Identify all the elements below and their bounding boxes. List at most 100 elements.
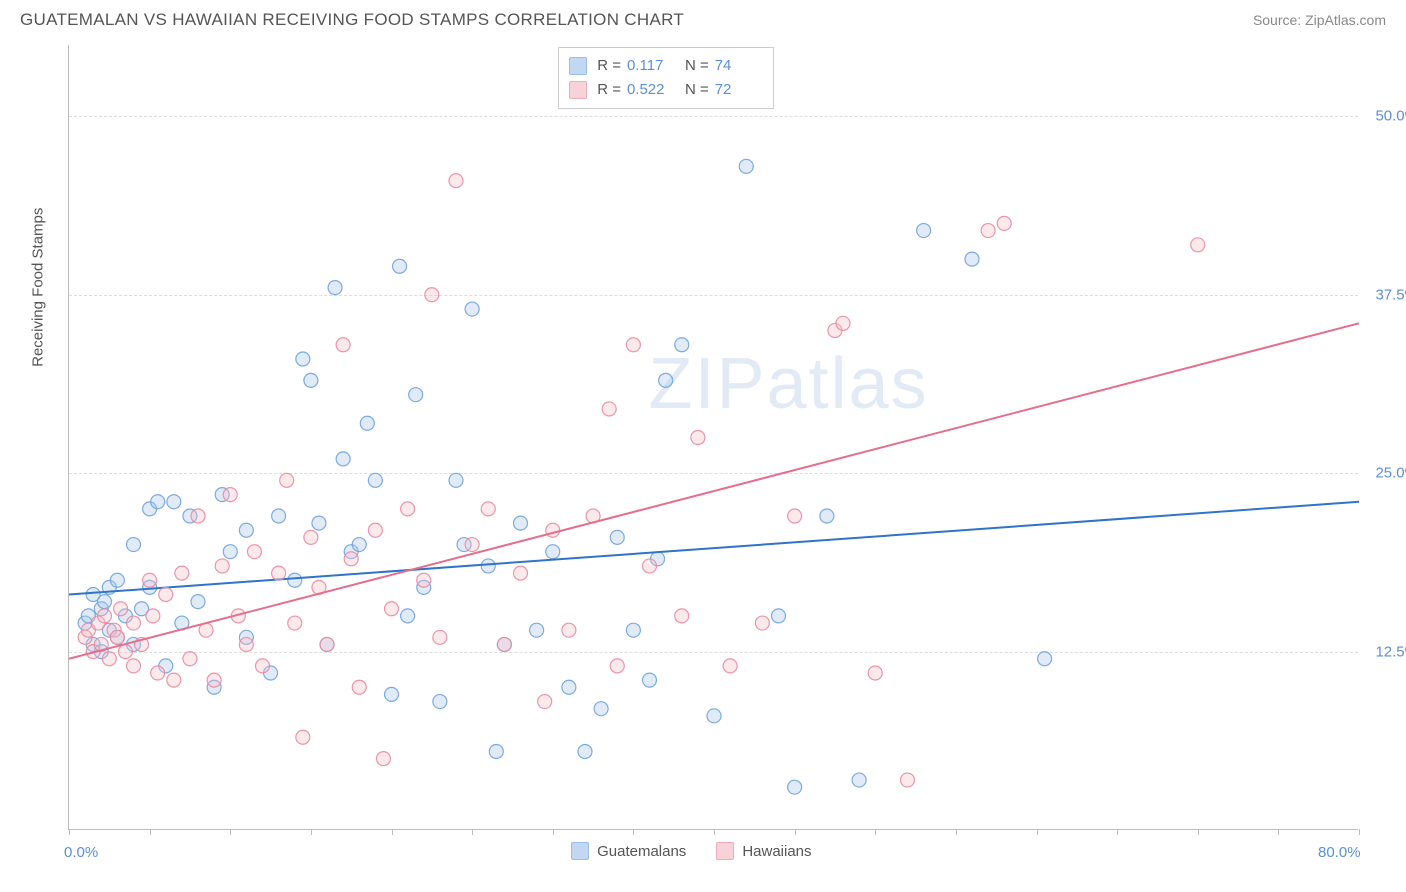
data-point-hawaiians — [691, 431, 705, 445]
data-point-guatemalans — [481, 559, 495, 573]
data-point-hawaiians — [675, 609, 689, 623]
x-tick — [1359, 829, 1360, 835]
data-point-guatemalans — [546, 545, 560, 559]
data-point-guatemalans — [489, 745, 503, 759]
data-point-guatemalans — [312, 516, 326, 530]
data-point-guatemalans — [433, 695, 447, 709]
data-point-hawaiians — [376, 752, 390, 766]
y-tick-label: 25.0% — [1363, 465, 1406, 482]
x-max-label: 80.0% — [1318, 844, 1361, 861]
data-point-guatemalans — [151, 495, 165, 509]
data-point-hawaiians — [401, 502, 415, 516]
data-point-hawaiians — [320, 637, 334, 651]
r-value: 0.117 — [627, 54, 675, 78]
data-point-hawaiians — [449, 174, 463, 188]
r-label: R = — [597, 54, 621, 78]
data-point-hawaiians — [191, 509, 205, 523]
data-point-guatemalans — [449, 473, 463, 487]
data-point-hawaiians — [417, 573, 431, 587]
n-value: 72 — [715, 78, 763, 102]
data-point-hawaiians — [239, 637, 253, 651]
series-legend: Guatemalans Hawaiians — [571, 842, 811, 860]
data-point-hawaiians — [183, 652, 197, 666]
chart-title: GUATEMALAN VS HAWAIIAN RECEIVING FOOD ST… — [20, 10, 684, 30]
data-point-guatemalans — [167, 495, 181, 509]
data-point-hawaiians — [127, 659, 141, 673]
data-point-hawaiians — [562, 623, 576, 637]
data-point-guatemalans — [328, 281, 342, 295]
data-point-guatemalans — [97, 595, 111, 609]
n-label: N = — [685, 78, 709, 102]
data-point-guatemalans — [385, 687, 399, 701]
data-point-guatemalans — [368, 473, 382, 487]
data-point-guatemalans — [675, 338, 689, 352]
data-point-guatemalans — [610, 530, 624, 544]
data-point-hawaiians — [1191, 238, 1205, 252]
y-tick-label: 50.0% — [1363, 108, 1406, 125]
data-point-guatemalans — [659, 373, 673, 387]
data-point-guatemalans — [110, 573, 124, 587]
data-point-hawaiians — [755, 616, 769, 630]
plot-svg — [69, 45, 1359, 830]
data-point-hawaiians — [425, 288, 439, 302]
data-point-guatemalans — [852, 773, 866, 787]
data-point-guatemalans — [239, 523, 253, 537]
data-point-hawaiians — [385, 602, 399, 616]
r-value: 0.522 — [627, 78, 675, 102]
data-point-hawaiians — [643, 559, 657, 573]
legend-swatch — [571, 842, 589, 860]
r-label: R = — [597, 78, 621, 102]
data-point-guatemalans — [393, 259, 407, 273]
data-point-guatemalans — [562, 680, 576, 694]
data-point-hawaiians — [296, 730, 310, 744]
data-point-hawaiians — [602, 402, 616, 416]
data-point-hawaiians — [146, 609, 160, 623]
data-point-guatemalans — [917, 224, 931, 238]
data-point-guatemalans — [578, 745, 592, 759]
data-point-guatemalans — [409, 388, 423, 402]
data-point-hawaiians — [143, 573, 157, 587]
n-label: N = — [685, 54, 709, 78]
data-point-hawaiians — [723, 659, 737, 673]
source-link[interactable]: ZipAtlas.com — [1305, 12, 1386, 28]
correlation-legend: R =0.117N =74R =0.522N =72 — [558, 47, 774, 109]
data-point-hawaiians — [167, 673, 181, 687]
data-point-hawaiians — [175, 566, 189, 580]
series-name: Guatemalans — [597, 843, 686, 860]
data-point-hawaiians — [610, 659, 624, 673]
series-legend-item[interactable]: Hawaiians — [716, 842, 811, 860]
data-point-hawaiians — [151, 666, 165, 680]
data-point-guatemalans — [465, 302, 479, 316]
data-point-hawaiians — [127, 616, 141, 630]
data-point-hawaiians — [481, 502, 495, 516]
data-point-hawaiians — [223, 488, 237, 502]
series-legend-item[interactable]: Guatemalans — [571, 842, 686, 860]
data-point-guatemalans — [626, 623, 640, 637]
data-point-guatemalans — [965, 252, 979, 266]
data-point-hawaiians — [368, 523, 382, 537]
data-point-hawaiians — [836, 316, 850, 330]
data-point-hawaiians — [626, 338, 640, 352]
data-point-hawaiians — [465, 538, 479, 552]
data-point-guatemalans — [296, 352, 310, 366]
data-point-hawaiians — [788, 509, 802, 523]
data-point-hawaiians — [256, 659, 270, 673]
data-point-hawaiians — [114, 602, 128, 616]
trend-line-hawaiians — [69, 323, 1359, 658]
data-point-hawaiians — [102, 652, 116, 666]
y-tick-label: 12.5% — [1363, 643, 1406, 660]
data-point-hawaiians — [868, 666, 882, 680]
data-point-guatemalans — [127, 538, 141, 552]
series-name: Hawaiians — [742, 843, 811, 860]
data-point-hawaiians — [344, 552, 358, 566]
data-point-hawaiians — [288, 616, 302, 630]
data-point-hawaiians — [280, 473, 294, 487]
chart-header: GUATEMALAN VS HAWAIIAN RECEIVING FOOD ST… — [0, 0, 1406, 35]
data-point-hawaiians — [110, 630, 124, 644]
data-point-hawaiians — [336, 338, 350, 352]
data-point-hawaiians — [118, 645, 132, 659]
data-point-guatemalans — [288, 573, 302, 587]
data-point-guatemalans — [772, 609, 786, 623]
source-attribution: Source: ZipAtlas.com — [1253, 12, 1386, 28]
data-point-hawaiians — [514, 566, 528, 580]
